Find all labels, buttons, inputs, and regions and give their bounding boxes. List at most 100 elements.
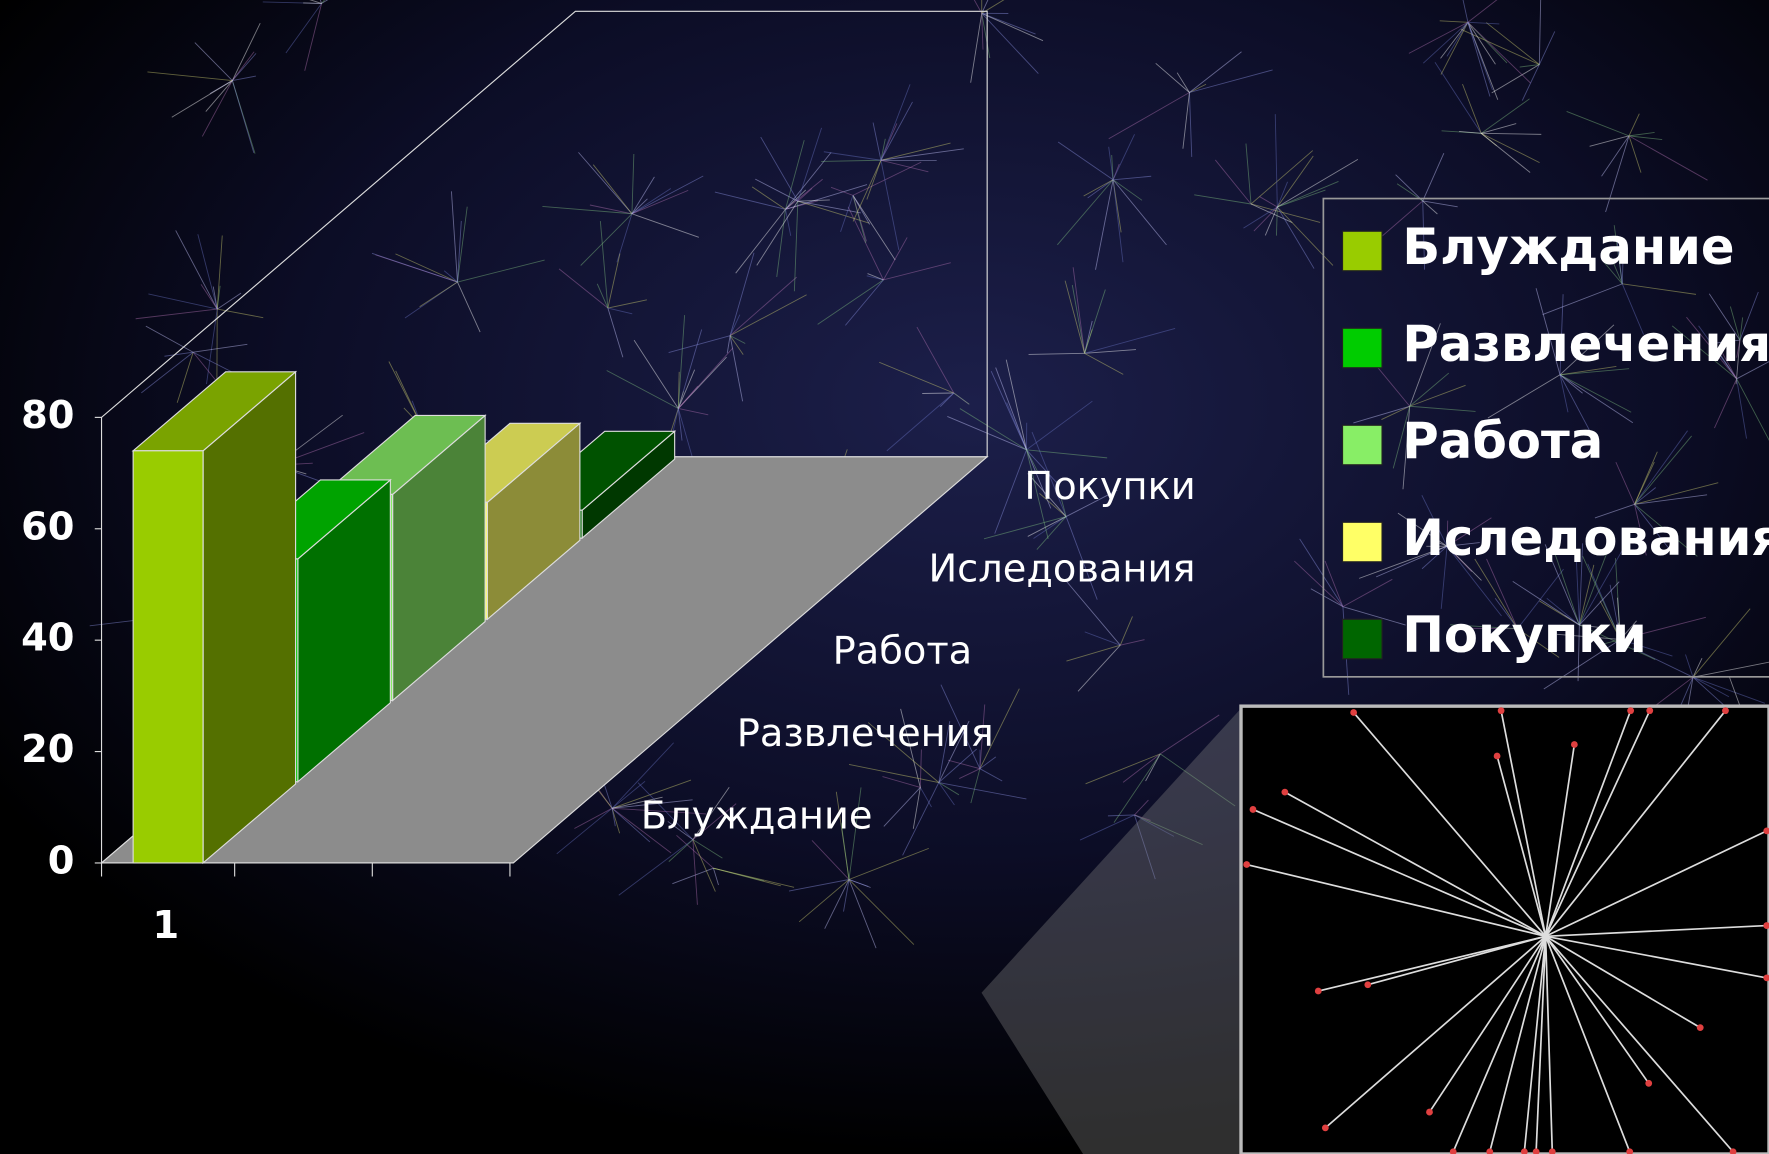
texture-line bbox=[1189, 83, 1207, 93]
texture-line bbox=[1539, 600, 1580, 626]
texture-line bbox=[1559, 324, 1615, 376]
texture-line bbox=[194, 42, 233, 81]
texture-line bbox=[938, 748, 977, 783]
texture-line bbox=[1686, 316, 1738, 380]
texture-line bbox=[852, 195, 867, 244]
texture-line bbox=[1519, 64, 1540, 68]
texture-line bbox=[200, 284, 218, 310]
bar bbox=[131, 370, 298, 865]
texture-line bbox=[1028, 352, 1085, 355]
texture-line bbox=[197, 234, 218, 310]
texture-line bbox=[1084, 289, 1106, 354]
inset-line bbox=[1544, 935, 1631, 1153]
texture-line bbox=[1739, 291, 1759, 341]
texture-line bbox=[1617, 597, 1621, 640]
texture-line bbox=[1474, 558, 1518, 629]
texture-line bbox=[1521, 64, 1540, 101]
texture-line bbox=[848, 879, 877, 949]
legend-label: Покупки bbox=[1402, 606, 1646, 664]
texture-line bbox=[1111, 155, 1114, 180]
texture-line bbox=[916, 326, 955, 394]
texture-line bbox=[1652, 676, 1694, 708]
inset-node bbox=[1570, 741, 1578, 748]
y-tick-label: 80 bbox=[21, 393, 74, 438]
texture-line bbox=[1085, 753, 1161, 785]
texture-line bbox=[164, 351, 194, 357]
texture-line bbox=[216, 292, 242, 310]
texture-line bbox=[1446, 22, 1469, 57]
inset-line bbox=[1324, 935, 1547, 1129]
texture-line bbox=[457, 220, 462, 283]
texture-line bbox=[1486, 558, 1518, 629]
texture-line bbox=[883, 237, 908, 281]
texture-line bbox=[1134, 799, 1149, 816]
texture-line bbox=[1634, 503, 1698, 557]
texture-line bbox=[1575, 557, 1580, 626]
inset-node bbox=[1626, 1148, 1634, 1154]
texture-line bbox=[1671, 325, 1737, 380]
legend-swatch bbox=[1341, 618, 1383, 660]
inset-line bbox=[1252, 808, 1546, 938]
texture-line bbox=[1324, 560, 1344, 607]
texture-line bbox=[667, 821, 694, 841]
texture-line bbox=[1353, 405, 1410, 424]
texture-line bbox=[939, 392, 955, 408]
texture-line bbox=[867, 273, 884, 281]
texture-line bbox=[1112, 179, 1167, 246]
texture-line bbox=[1026, 449, 1052, 509]
texture-line bbox=[231, 80, 255, 153]
texture-line bbox=[1421, 545, 1448, 570]
texture-line bbox=[1359, 545, 1448, 579]
y-tick-label: 0 bbox=[48, 838, 75, 883]
texture-line bbox=[1535, 288, 1561, 375]
texture-line bbox=[631, 153, 635, 214]
inset-line bbox=[1544, 710, 1651, 937]
texture-line bbox=[1276, 206, 1315, 269]
texture-line bbox=[1112, 179, 1122, 233]
texture-line bbox=[970, 13, 983, 83]
texture-line bbox=[419, 281, 458, 308]
inset-node bbox=[1281, 788, 1289, 796]
texture-line bbox=[1189, 51, 1242, 93]
inset-line bbox=[1352, 711, 1547, 937]
texture-line bbox=[1155, 62, 1190, 93]
texture-line bbox=[840, 822, 850, 880]
texture-line bbox=[866, 275, 884, 281]
texture-line bbox=[1467, 22, 1491, 97]
depth-axis-label: Работа bbox=[833, 629, 973, 674]
texture-line bbox=[760, 136, 799, 202]
texture-line bbox=[592, 164, 633, 215]
texture-line bbox=[1342, 606, 1406, 626]
texture-line bbox=[1113, 753, 1161, 823]
texture-line bbox=[1546, 597, 1580, 626]
texture-line bbox=[979, 756, 997, 770]
texture-line bbox=[1566, 110, 1630, 137]
texture-line bbox=[919, 787, 932, 808]
inset-graph bbox=[1243, 707, 1769, 1154]
texture-line bbox=[981, 12, 1036, 35]
texture-line bbox=[176, 352, 194, 403]
texture-line bbox=[995, 367, 1027, 450]
texture-line bbox=[823, 151, 882, 161]
legend-label: Развлечения bbox=[1402, 315, 1769, 373]
texture-line bbox=[1582, 556, 1621, 640]
texture-line bbox=[785, 178, 823, 210]
texture-line bbox=[1084, 327, 1176, 354]
texture-line bbox=[1622, 283, 1697, 295]
texture-line bbox=[1467, 21, 1531, 84]
texture-line bbox=[217, 308, 264, 319]
texture-line bbox=[785, 189, 807, 210]
texture-line bbox=[983, 516, 1067, 540]
texture-line bbox=[1601, 639, 1621, 646]
inset-node bbox=[1763, 974, 1769, 982]
legend-label: Блуждание bbox=[1402, 218, 1734, 276]
texture-line bbox=[1431, 538, 1448, 547]
texture-line bbox=[212, 286, 218, 310]
texture-line bbox=[1632, 647, 1694, 678]
texture-line bbox=[1071, 284, 1086, 354]
texture-line bbox=[797, 200, 861, 214]
texture-line bbox=[1194, 194, 1252, 205]
texture-line bbox=[1692, 657, 1703, 678]
inset-node bbox=[1722, 707, 1729, 715]
texture-line bbox=[677, 315, 686, 409]
